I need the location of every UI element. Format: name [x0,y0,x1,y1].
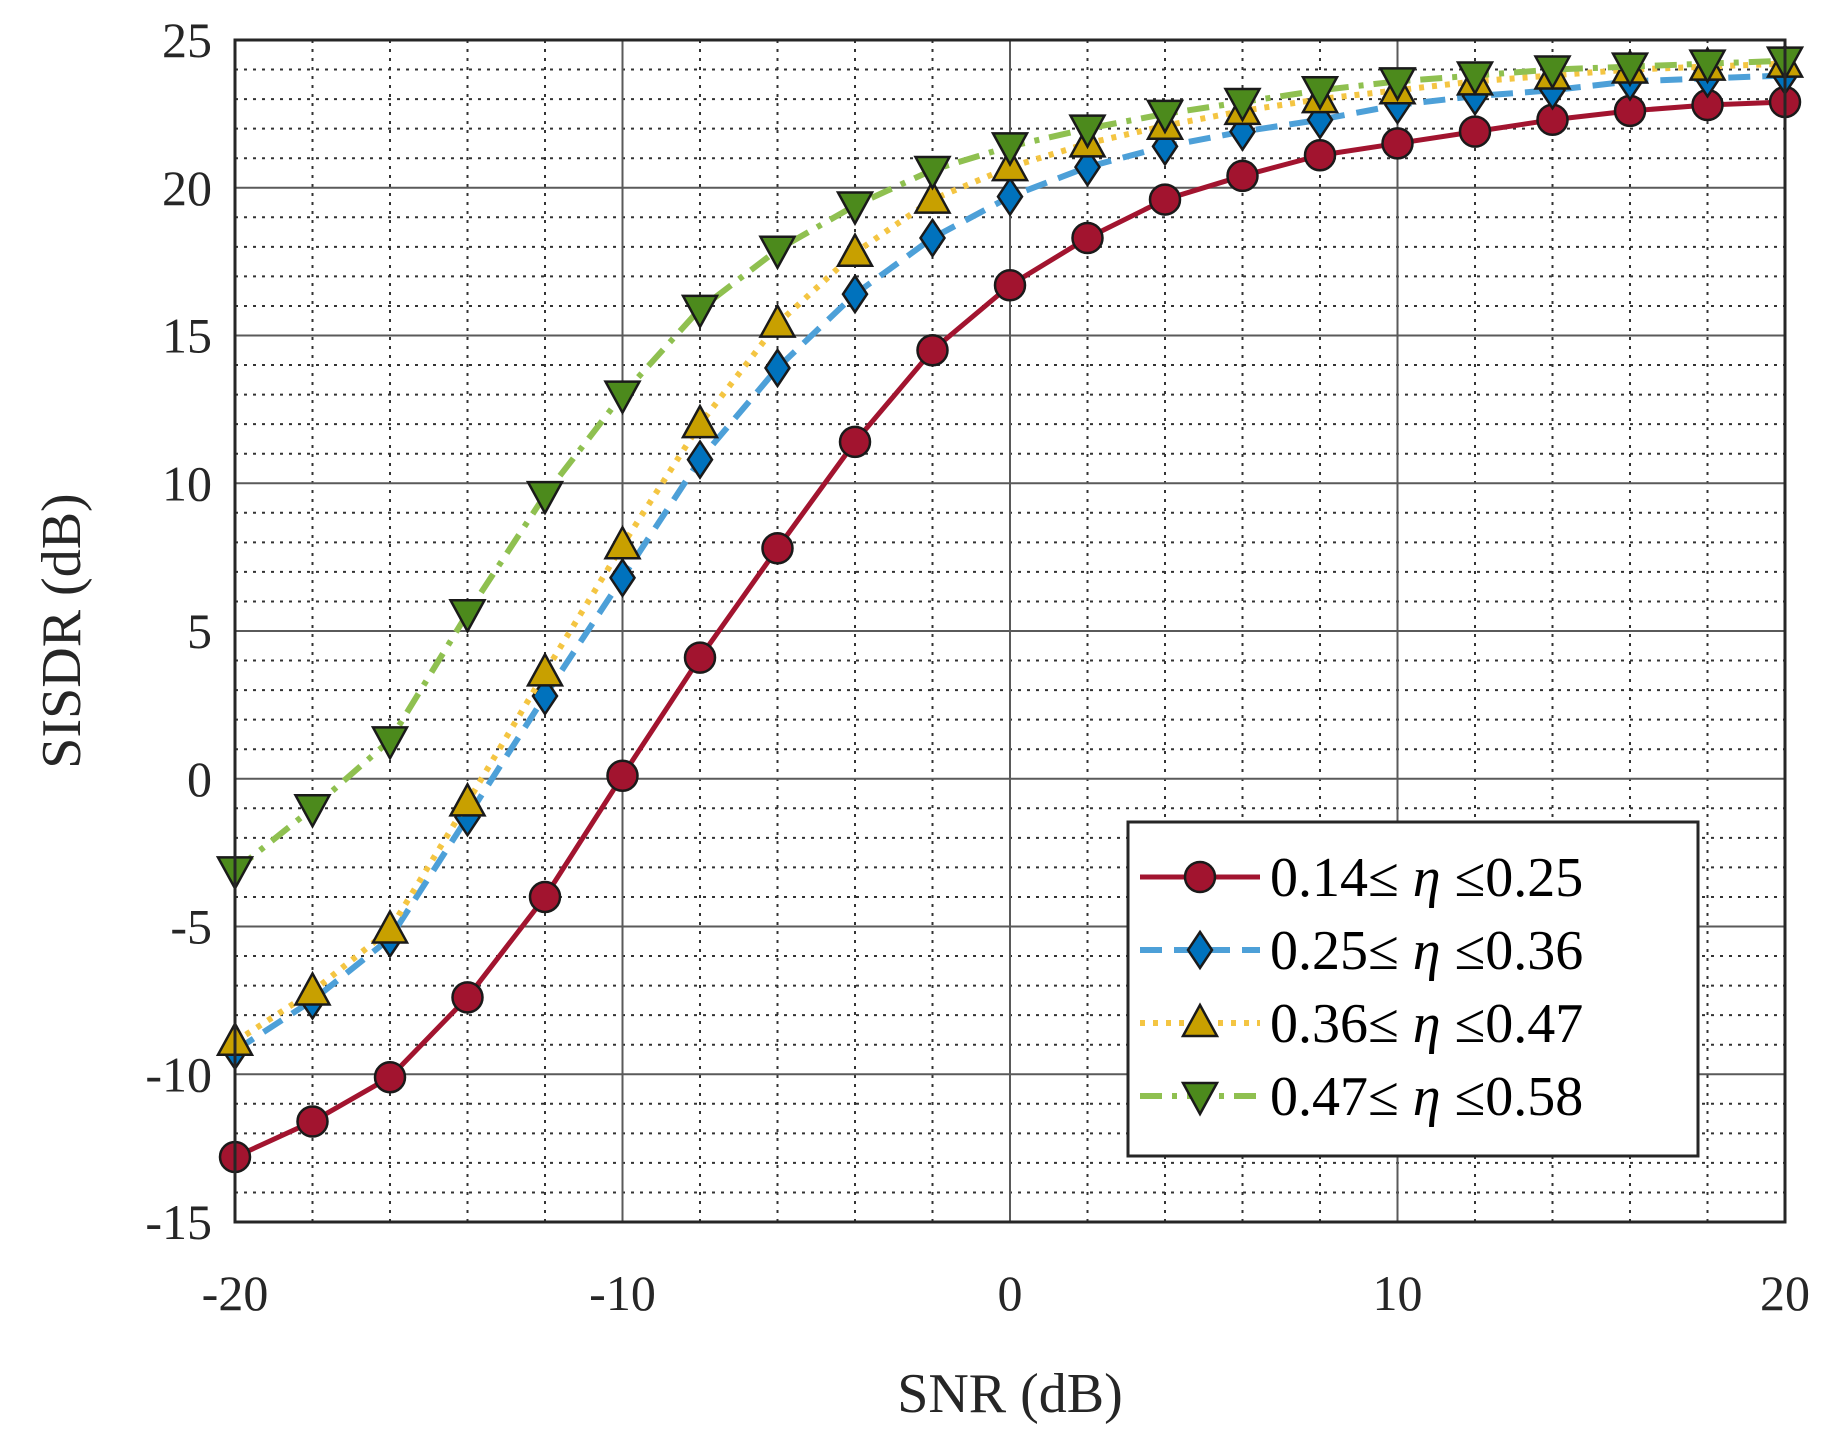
data-point [1610,52,1650,88]
legend-item-1: 0.14≤ η ≤0.25 [1140,847,1583,909]
legend-marker [1180,1002,1220,1038]
data-point [1068,114,1107,150]
y-axis-ticks: -15 -10 -5 0 5 10 15 20 25 [145,12,212,1250]
y-tick-label: 25 [162,12,212,68]
data-point [996,176,1024,217]
legend-marker [1180,1081,1220,1117]
data-point [680,403,720,439]
data-point [990,132,1030,167]
y-tick-label: -15 [145,1194,212,1250]
data-point [451,981,484,1014]
data-point [448,781,487,817]
legend: 0.14≤ η ≤0.25 0.25≤ η ≤0.36 0.36≤ η ≤0.47 0… [1126,820,1700,1158]
data-point [763,347,792,389]
y-tick-label: 5 [187,603,212,659]
data-point [913,178,952,214]
data-point [1223,87,1262,123]
data-point [370,726,410,761]
y-tick-label: 15 [162,308,212,364]
data-point [841,273,869,315]
data-point [758,235,797,271]
data-point [838,425,872,459]
data-point [835,232,875,268]
data-point [525,480,565,516]
data-point [1145,99,1185,135]
data-point [373,1060,407,1094]
data-point [1458,115,1492,148]
data-point [916,334,949,367]
data-point [448,599,487,634]
y-tick-label: -5 [170,899,212,955]
y-tick-label: 20 [162,160,212,216]
data-point [1071,221,1104,255]
x-axis-label: SNR (dB) [897,1363,1123,1425]
data-point [686,439,714,480]
data-point [608,557,637,599]
data-point [296,1105,329,1138]
data-point [1303,138,1337,172]
data-point [603,524,642,560]
y-axis-label: SISDR (dB) [31,493,93,768]
data-point [1226,159,1259,193]
legend-marker [1183,860,1217,894]
data-point [835,191,875,227]
data-point [370,908,410,944]
data-point [1300,75,1340,111]
data-point [1073,146,1102,188]
y-tick-label: 10 [162,455,212,511]
data-point [1455,61,1495,97]
legend-label: 0.14≤ η ≤0.25 [1270,847,1583,909]
legend-label: 0.25≤ η ≤0.36 [1270,920,1583,982]
data-point [683,641,717,674]
series-4 [215,46,1805,891]
legend-label: 0.47≤ η ≤0.58 [1270,1066,1583,1128]
data-point [1381,127,1414,160]
data-point [1148,183,1182,216]
data-point [525,651,565,687]
data-point [1378,67,1417,102]
data-point [758,303,797,338]
data-point [606,759,639,793]
data-point [528,880,562,914]
legend-item-3: 0.36≤ η ≤0.47 [1140,993,1583,1055]
series-line [233,60,1786,1045]
data-point [603,380,642,416]
data-point [1688,49,1727,85]
axes-frame [233,38,1787,1224]
data-point [293,970,332,1006]
series-2 [221,55,1799,1071]
x-tick-label: 20 [1760,1265,1810,1321]
legend-marker [1186,929,1214,971]
x-axis-ticks: -20 -10 0 10 20 [202,1265,1810,1321]
data-point [913,155,952,191]
legend-label: 0.36≤ η ≤0.47 [1270,993,1583,1055]
x-tick-label: -10 [589,1265,656,1321]
x-tick-label: 0 [998,1265,1023,1321]
data-point [1533,55,1572,91]
x-tick-label: 10 [1373,1265,1423,1321]
data-point [680,294,720,330]
y-tick-label: -10 [145,1046,212,1102]
data-point [993,269,1027,302]
series-layer [215,43,1805,1174]
data-point [918,217,947,259]
legend-item-4: 0.47≤ η ≤0.58 [1140,1066,1583,1128]
data-point [293,794,332,829]
data-point [761,532,794,565]
series-1 [218,85,1802,1174]
x-tick-label: -20 [202,1265,269,1321]
y-tick-label: 0 [187,751,212,807]
legend-item-2: 0.25≤ η ≤0.36 [1140,920,1583,982]
